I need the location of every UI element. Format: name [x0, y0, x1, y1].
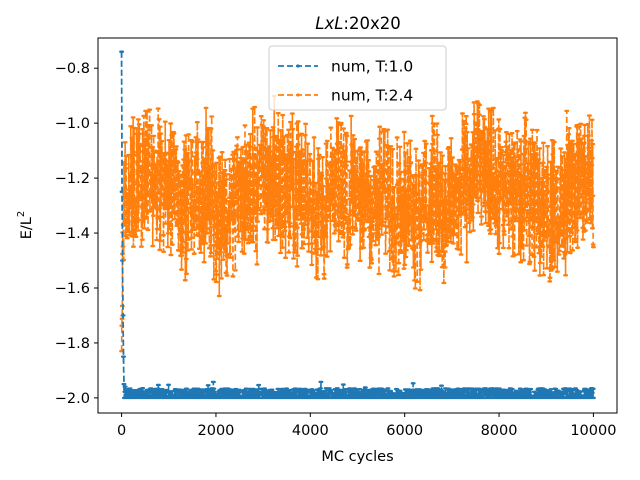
- chart-title-rest: :20x20: [343, 14, 400, 33]
- plot-frame: [97, 37, 618, 414]
- y-tick-label: −0.8: [55, 61, 90, 77]
- y-axis: −2.0 −1.8 −1.6 −1.4 −1.2 −1.0 −0.8: [55, 61, 98, 407]
- series-t24-markers: [119, 94, 596, 353]
- x-tick-label: 2000: [198, 423, 235, 439]
- legend-marker-series-1: [296, 64, 300, 68]
- y-tick-label: −1.4: [55, 226, 90, 242]
- x-tick-label: 0: [117, 423, 126, 439]
- y-tick-label: −1.8: [55, 336, 90, 352]
- y-tick-label: −1.2: [55, 171, 90, 187]
- y-axis-label-main: E/L: [19, 217, 35, 239]
- legend-label-series-2: num, T:2.4: [331, 87, 413, 105]
- y-tick-label: −1.6: [55, 281, 90, 297]
- chart-title: LxL:20x20: [315, 14, 400, 33]
- chart-title-italic: LxL: [315, 14, 343, 33]
- legend-box: [268, 45, 447, 111]
- y-axis-label-sup: 2: [16, 211, 27, 217]
- x-tick-label: 10000: [570, 423, 616, 439]
- x-tick-label: 6000: [386, 423, 423, 439]
- x-tick-label: 8000: [481, 423, 518, 439]
- x-tick-label: 4000: [292, 423, 329, 439]
- series-layer: [119, 50, 596, 400]
- legend-label-series-1: num, T:1.0: [331, 58, 413, 76]
- series-t1-initial: [120, 51, 126, 398]
- series-t1-initial-line: [120, 51, 126, 398]
- y-tick-label: −2.0: [55, 391, 90, 407]
- y-tick-label: −1.0: [55, 116, 90, 132]
- legend: num, T:1.0 num, T:2.4: [268, 45, 447, 111]
- x-axis: 0 2000 4000 6000 8000 10000: [117, 413, 616, 439]
- series-t24: [119, 94, 596, 353]
- y-axis-label: E/L2: [16, 211, 35, 240]
- x-axis-label: MC cycles: [321, 449, 393, 465]
- legend-marker-series-2: [296, 93, 300, 97]
